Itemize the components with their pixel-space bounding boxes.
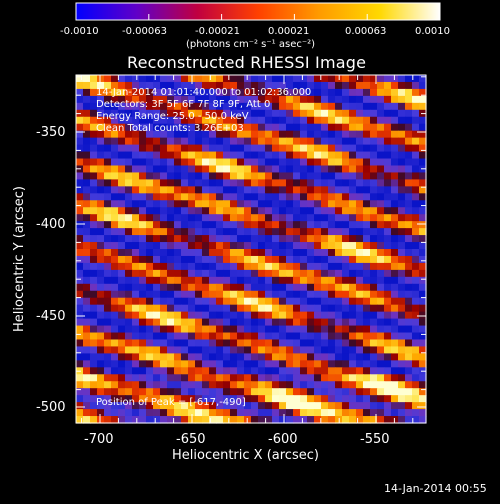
- y-tick-label: -500: [36, 400, 66, 415]
- colorbar: [75, 2, 441, 21]
- footer-timestamp: 14-Jan-2014 00:55: [384, 482, 487, 495]
- y-tick-label: -450: [36, 309, 66, 324]
- colorbar-ticks: [75, 14, 441, 20]
- x-tick-label: -600: [268, 432, 298, 447]
- colorbar-tick-label: 0.00063: [345, 26, 387, 37]
- x-axis-title: Heliocentric X (arcsec): [172, 448, 319, 463]
- y-axis-title: Heliocentric Y (arcsec): [12, 186, 27, 332]
- y-tick-label: -350: [36, 125, 66, 140]
- x-tick-label: -700: [84, 432, 114, 447]
- y-tick-label: -400: [36, 217, 66, 232]
- colorbar-tick-label: 0.00021: [268, 26, 310, 37]
- colorbar-tick-label: 0.0010: [415, 26, 450, 37]
- x-tick-label: -650: [176, 432, 206, 447]
- x-tick-label: -550: [360, 432, 390, 447]
- colorbar-tick-label: -0.00063: [122, 26, 167, 37]
- info-time-range: 14-Jan-2014 01:01:40.000 to 01:02:36.000: [96, 87, 312, 98]
- info-detectors: Detectors: 3F 5F 6F 7F 8F 9F, Att 0: [96, 99, 271, 110]
- colorbar-tick-label: -0.00021: [195, 26, 240, 37]
- rhessi-image: [76, 75, 427, 424]
- plot-title: Reconstructed RHESSI Image: [127, 53, 367, 72]
- info-clean-counts: Clean Total counts: 3.26E+03: [96, 123, 244, 134]
- colorbar-unit-label: (photons cm⁻² s⁻¹ asec⁻²): [186, 39, 316, 50]
- info-energy-range: Energy Range: 25.0 - 50.0 keV: [96, 111, 249, 122]
- info-peak-position: Position of Peak = [-617,-490]: [96, 397, 246, 408]
- colorbar-tick-label: -0.0010: [60, 26, 99, 37]
- plot-frame: [75, 74, 427, 424]
- axis-ticks: [76, 75, 426, 423]
